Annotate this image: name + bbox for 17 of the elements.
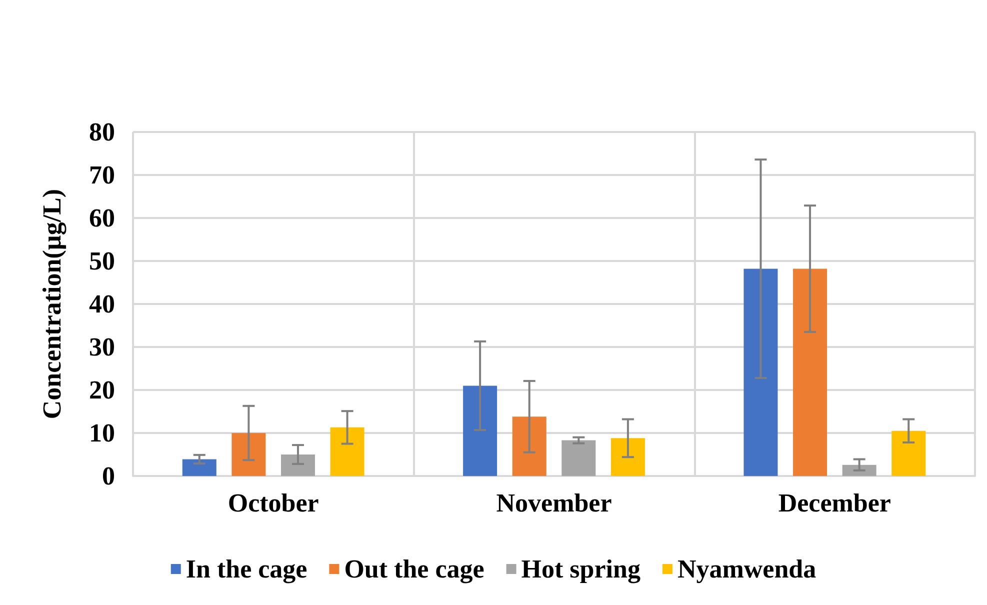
y-tick-label: 80 [89,118,115,146]
y-tick-label: 0 [102,462,115,490]
y-tick-label: 60 [89,204,115,232]
y-tick-label: 40 [89,290,115,318]
y-tick-label: 10 [89,418,115,448]
x-tick-label: December [778,488,891,518]
legend-label: Nyamwenda [677,554,816,584]
y-tick-label: 50 [89,246,115,276]
x-tick-label: October [228,488,319,518]
y-tick-label: 20 [89,376,115,404]
y-tick-label: 30 [89,332,115,362]
legend-label: Hot spring [521,554,640,584]
legend-label: Out the cage [344,554,484,584]
y-axis-title: Concentration(µg/L) [38,188,66,420]
y-tick-label: 70 [89,160,115,190]
x-tick-label: November [496,488,612,518]
legend-label: In the cage [186,554,308,584]
